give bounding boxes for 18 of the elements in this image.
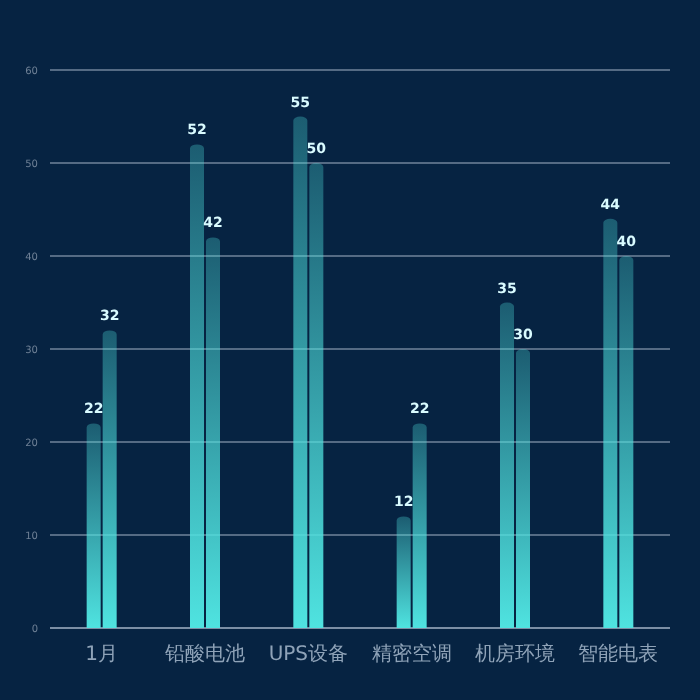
bar	[516, 349, 530, 628]
x-tick-label: 1月	[85, 644, 119, 666]
x-tick-label: 智能电表	[578, 642, 659, 666]
bar	[190, 144, 204, 628]
x-tick-label: 机房环境	[475, 642, 555, 666]
x-tick-label: 铅酸电池	[163, 642, 245, 666]
x-tick-label: 精密空调	[371, 642, 452, 666]
bar	[206, 237, 220, 628]
bar	[412, 423, 427, 628]
bar	[396, 516, 411, 628]
bar	[309, 163, 324, 628]
bar	[293, 116, 308, 628]
bar	[86, 423, 101, 628]
bar	[102, 330, 117, 628]
bar	[619, 256, 634, 628]
bar	[603, 218, 618, 628]
x-tick-label: UPS设备	[268, 642, 349, 666]
bar	[500, 302, 514, 628]
